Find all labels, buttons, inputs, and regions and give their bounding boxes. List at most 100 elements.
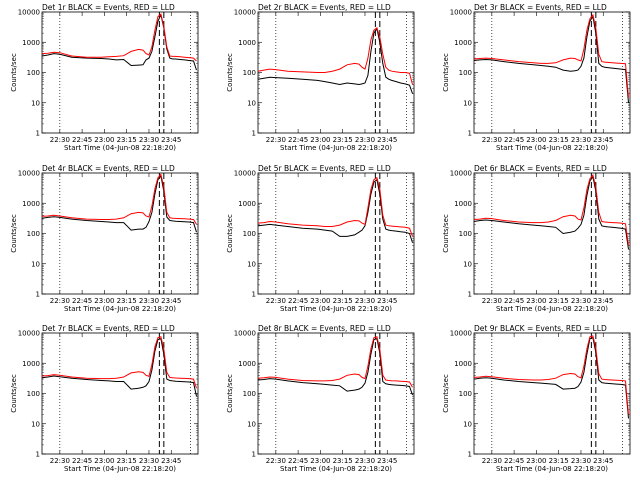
y-axis-label: Counts/sec xyxy=(10,374,18,413)
x-tick-label: 23:30 xyxy=(139,457,159,465)
y-axis-label: Counts/sec xyxy=(10,214,18,253)
y-tick-label: 100 xyxy=(27,390,40,398)
x-tick-label: 22:30 xyxy=(266,457,286,465)
x-tick-label: 23:45 xyxy=(593,297,613,305)
y-tick-label: 1000 xyxy=(238,200,256,208)
y-tick-label: 10 xyxy=(31,420,40,428)
series-line-events xyxy=(41,174,197,233)
y-tick-label: 10 xyxy=(463,99,472,107)
y-tick-label: 10 xyxy=(31,99,40,107)
chart-title: Det 2r BLACK = Events, RED = LLD xyxy=(258,3,391,12)
series-line-events xyxy=(257,178,413,243)
x-tick-label: 22:30 xyxy=(482,136,502,144)
series-line-events xyxy=(257,338,413,396)
y-tick-label: 1 xyxy=(36,130,40,138)
series-line-lld xyxy=(41,336,197,389)
y-axis-label: Counts/sec xyxy=(226,53,234,92)
x-tick-label: 22:45 xyxy=(288,297,308,305)
y-tick-label: 1000 xyxy=(238,39,256,47)
y-tick-label: 1 xyxy=(36,291,40,299)
plot-frame xyxy=(41,172,199,295)
y-tick-label: 10000 xyxy=(234,330,256,338)
chart-title: Det 9r BLACK = Events, RED = LLD xyxy=(474,324,607,333)
x-axis-label: Start Time (04-Jun-08 22:18:20) xyxy=(496,465,608,473)
y-tick-label: 1000 xyxy=(454,39,472,47)
y-tick-label: 1000 xyxy=(454,200,472,208)
chart-panel-2: Det 2r BLACK = Events, RED = LLD 1 10 100 10… xyxy=(226,3,415,152)
y-tick-label: 1000 xyxy=(454,360,472,368)
y-axis-label: Counts/sec xyxy=(10,53,18,92)
x-tick-label: 23:45 xyxy=(161,457,181,465)
series-line-lld xyxy=(257,176,413,237)
x-tick-label: 23:15 xyxy=(117,297,137,305)
y-tick-label: 10000 xyxy=(450,170,472,178)
x-tick-label: 23:00 xyxy=(526,457,546,465)
x-tick-label: 23:45 xyxy=(593,136,613,144)
x-tick-label: 23:30 xyxy=(571,457,591,465)
x-tick-label: 22:30 xyxy=(266,136,286,144)
chart-title: Det 1r BLACK = Events, RED = LLD xyxy=(42,3,175,12)
x-tick-label: 22:45 xyxy=(504,457,524,465)
x-tick-label: 23:45 xyxy=(377,457,397,465)
y-tick-label: 10 xyxy=(247,260,256,268)
y-tick-label: 1 xyxy=(468,130,472,138)
y-tick-label: 10000 xyxy=(18,9,40,17)
y-tick-label: 1000 xyxy=(22,200,40,208)
x-tick-label: 23:00 xyxy=(94,136,114,144)
x-axis-label: Start Time (04-Jun-08 22:18:20) xyxy=(280,305,392,313)
x-tick-label: 23:45 xyxy=(161,136,181,144)
y-axis-label: Counts/sec xyxy=(226,374,234,413)
x-tick-label: 23:00 xyxy=(310,297,330,305)
plot-frame xyxy=(473,11,631,134)
chart-panel-3: Det 3r BLACK = Events, RED = LLD 1 10 100 10… xyxy=(442,3,631,152)
plot-frame xyxy=(473,172,631,295)
series-line-events xyxy=(473,175,629,250)
series-line-events xyxy=(473,337,629,419)
chart-panel-5: Det 5r BLACK = Events, RED = LLD 1 10 100 10… xyxy=(226,164,415,313)
x-tick-label: 23:15 xyxy=(117,136,137,144)
x-tick-label: 23:15 xyxy=(333,136,353,144)
x-tick-label: 22:45 xyxy=(288,136,308,144)
x-tick-label: 22:45 xyxy=(72,297,92,305)
x-tick-label: 23:15 xyxy=(549,136,569,144)
chart-title: Det 7r BLACK = Events, RED = LLD xyxy=(42,324,175,333)
x-tick-label: 23:15 xyxy=(333,457,353,465)
y-tick-label: 10000 xyxy=(234,9,256,17)
y-tick-label: 1 xyxy=(252,451,256,459)
x-tick-label: 23:45 xyxy=(161,297,181,305)
y-tick-label: 100 xyxy=(243,69,256,77)
x-tick-label: 22:45 xyxy=(288,457,308,465)
x-tick-label: 23:00 xyxy=(310,136,330,144)
plot-frame xyxy=(41,11,199,134)
x-tick-label: 22:45 xyxy=(72,457,92,465)
chart-title: Det 4r BLACK = Events, RED = LLD xyxy=(42,164,175,173)
chart-title: Det 3r BLACK = Events, RED = LLD xyxy=(474,3,607,12)
y-tick-label: 100 xyxy=(27,230,40,238)
y-tick-label: 1 xyxy=(468,451,472,459)
y-tick-label: 100 xyxy=(243,390,256,398)
series-line-events xyxy=(473,15,629,103)
x-tick-label: 22:45 xyxy=(72,136,92,144)
x-tick-label: 23:45 xyxy=(377,136,397,144)
x-tick-label: 22:30 xyxy=(482,297,502,305)
x-tick-label: 23:00 xyxy=(94,457,114,465)
x-tick-label: 23:45 xyxy=(593,457,613,465)
x-tick-label: 23:30 xyxy=(571,136,591,144)
x-tick-label: 23:45 xyxy=(377,297,397,305)
y-tick-label: 100 xyxy=(459,69,472,77)
y-axis-label: Counts/sec xyxy=(442,214,450,253)
x-tick-label: 23:30 xyxy=(355,457,375,465)
series-line-lld xyxy=(41,173,197,225)
y-tick-label: 10000 xyxy=(18,170,40,178)
y-tick-label: 100 xyxy=(27,69,40,77)
y-axis-label: Counts/sec xyxy=(226,214,234,253)
chart-panel-4: Det 4r BLACK = Events, RED = LLD 1 10 100 10… xyxy=(10,164,199,313)
y-tick-label: 1 xyxy=(468,291,472,299)
x-tick-label: 22:30 xyxy=(266,297,286,305)
x-tick-label: 22:30 xyxy=(50,297,70,305)
x-tick-label: 23:15 xyxy=(333,297,353,305)
chart-title: Det 5r BLACK = Events, RED = LLD xyxy=(258,164,391,173)
x-tick-label: 22:45 xyxy=(504,297,524,305)
